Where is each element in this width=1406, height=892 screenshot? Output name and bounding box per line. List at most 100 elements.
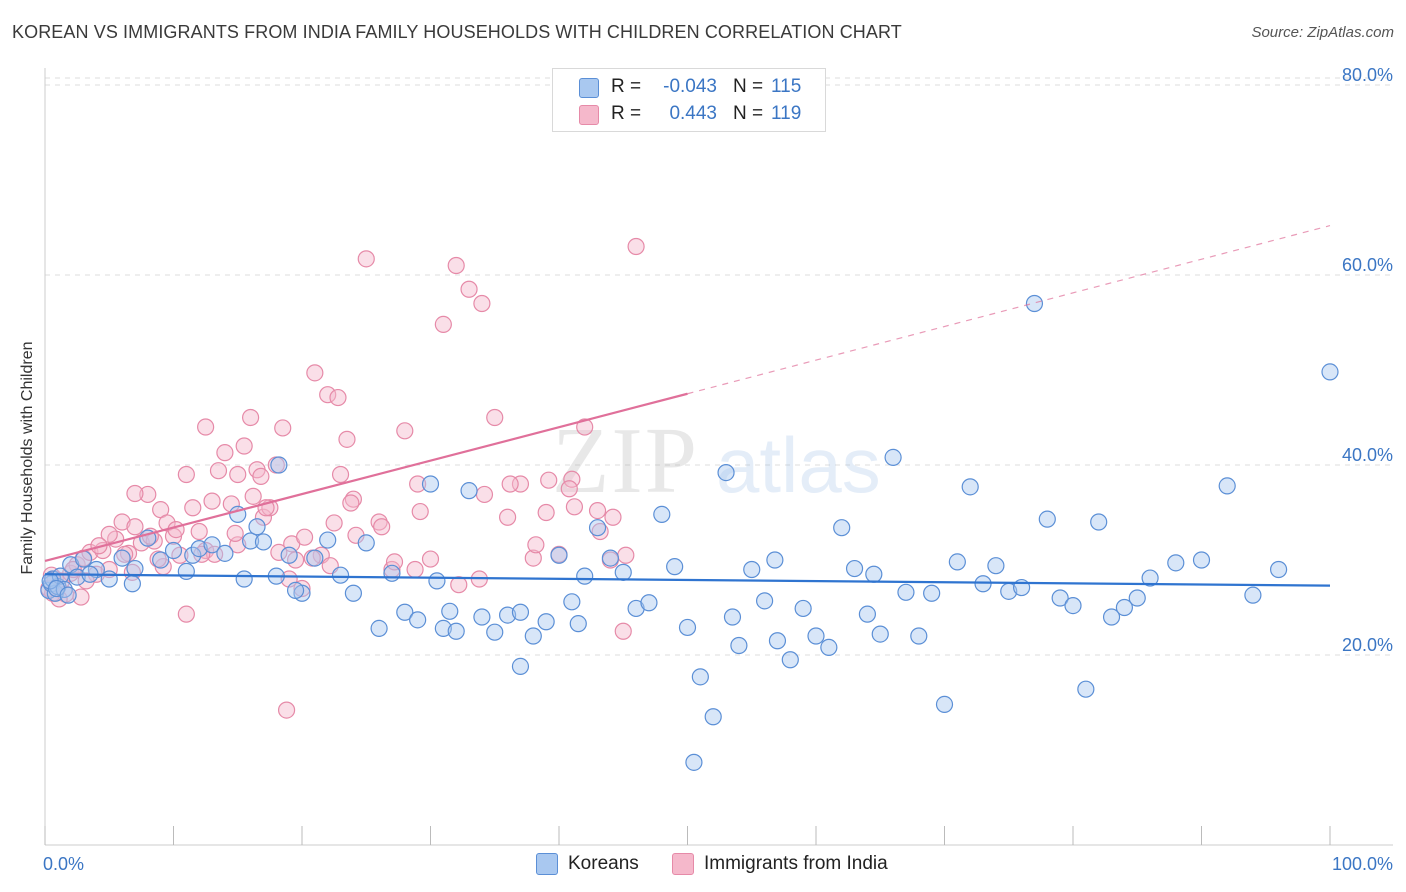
point-korean (807, 627, 825, 645)
point-india (421, 550, 440, 568)
point-korean (177, 562, 195, 581)
point-india (226, 524, 244, 543)
point-korean (704, 708, 722, 726)
point-india (617, 546, 635, 564)
point-korean (286, 581, 305, 600)
watermark-atlas: atlas (716, 421, 881, 509)
point-korean (678, 618, 697, 637)
point-india (209, 462, 228, 480)
point-korean (524, 627, 542, 645)
point-korean (845, 559, 864, 578)
point-india (537, 503, 555, 522)
point-india (627, 237, 645, 256)
point-india (447, 256, 465, 275)
point-korean (1167, 554, 1185, 572)
point-india (342, 494, 360, 512)
point-korean (974, 575, 992, 593)
point-india (126, 518, 144, 536)
x-tick-label: 0.0% (43, 854, 84, 874)
legend-label-india: Immigrants from India (704, 853, 888, 874)
point-korean (768, 632, 787, 650)
point-korean (344, 584, 362, 602)
point-india (235, 437, 253, 455)
point-india (565, 498, 584, 516)
legend-swatch-india (672, 853, 694, 875)
point-india (274, 419, 292, 437)
point-korean (755, 592, 774, 610)
chart-title: KOREAN VS IMMIGRANTS FROM INDIA FAMILY H… (12, 22, 902, 42)
point-korean (331, 566, 350, 584)
point-korean (537, 613, 555, 631)
legend-swatch-koreans (579, 78, 599, 98)
point-india (329, 388, 347, 407)
point-korean (242, 532, 260, 550)
point-india (370, 513, 388, 531)
point-india (113, 513, 131, 531)
point-korean (576, 567, 594, 585)
point-korean (59, 586, 77, 604)
legend-label-koreans: Koreans (568, 853, 639, 874)
point-korean (511, 657, 530, 676)
point-korean (723, 608, 742, 626)
point-korean (730, 636, 748, 655)
legend-r-value: -0.043 (663, 76, 717, 97)
point-korean (113, 549, 131, 567)
point-korean (871, 625, 889, 643)
point-korean (254, 533, 273, 551)
point-india (560, 480, 578, 498)
point-korean (473, 608, 491, 626)
point-india (203, 492, 221, 510)
point-korean (486, 623, 504, 641)
point-india (100, 525, 118, 543)
point-india (277, 701, 296, 719)
point-korean (1025, 294, 1044, 313)
point-korean (910, 627, 928, 645)
point-korean (1141, 569, 1159, 587)
point-korean (1269, 560, 1288, 579)
point-korean (434, 619, 452, 638)
point-korean (248, 518, 266, 536)
legend-n-label: N = (733, 103, 764, 124)
point-korean (1218, 477, 1236, 495)
point-korean (588, 519, 607, 537)
point-korean (306, 549, 324, 567)
point-korean (1064, 596, 1082, 615)
point-korean (1244, 586, 1262, 604)
point-korean (447, 622, 465, 640)
x-tick-label: 100.0% (1332, 854, 1393, 874)
trend-lines (44, 225, 1331, 587)
point-india (325, 514, 343, 532)
point-korean (184, 546, 202, 564)
point-korean (935, 695, 954, 714)
axes (44, 68, 1393, 846)
y-tick-label: 80.0% (1342, 65, 1393, 85)
point-korean (563, 593, 581, 611)
watermark: ZIP atlas (552, 409, 881, 513)
point-india (475, 485, 494, 504)
point-korean (383, 564, 401, 582)
point-korean (190, 539, 208, 558)
trend-line-india (44, 392, 688, 563)
point-india (306, 364, 324, 382)
point-korean (1051, 589, 1069, 607)
point-korean (987, 557, 1005, 575)
point-korean (1321, 363, 1339, 381)
point-india (252, 467, 270, 485)
point-india (614, 622, 632, 640)
point-korean (164, 541, 183, 560)
legend-box: R = -0.043 N = 115 R = 0.443 N = 119 (552, 68, 826, 132)
legend-n-value: 115 (771, 76, 802, 97)
point-india (293, 579, 311, 598)
legend-r-label: R = (611, 103, 642, 124)
point-korean (511, 603, 530, 621)
point-india (331, 465, 350, 484)
point-korean (280, 546, 298, 564)
point-india (434, 315, 452, 333)
point-india (499, 508, 517, 526)
point-korean (1128, 589, 1146, 607)
point-korean (460, 482, 478, 500)
legend-n-value: 119 (771, 103, 802, 124)
point-korean (766, 551, 784, 569)
legend-n-label: N = (733, 76, 764, 97)
